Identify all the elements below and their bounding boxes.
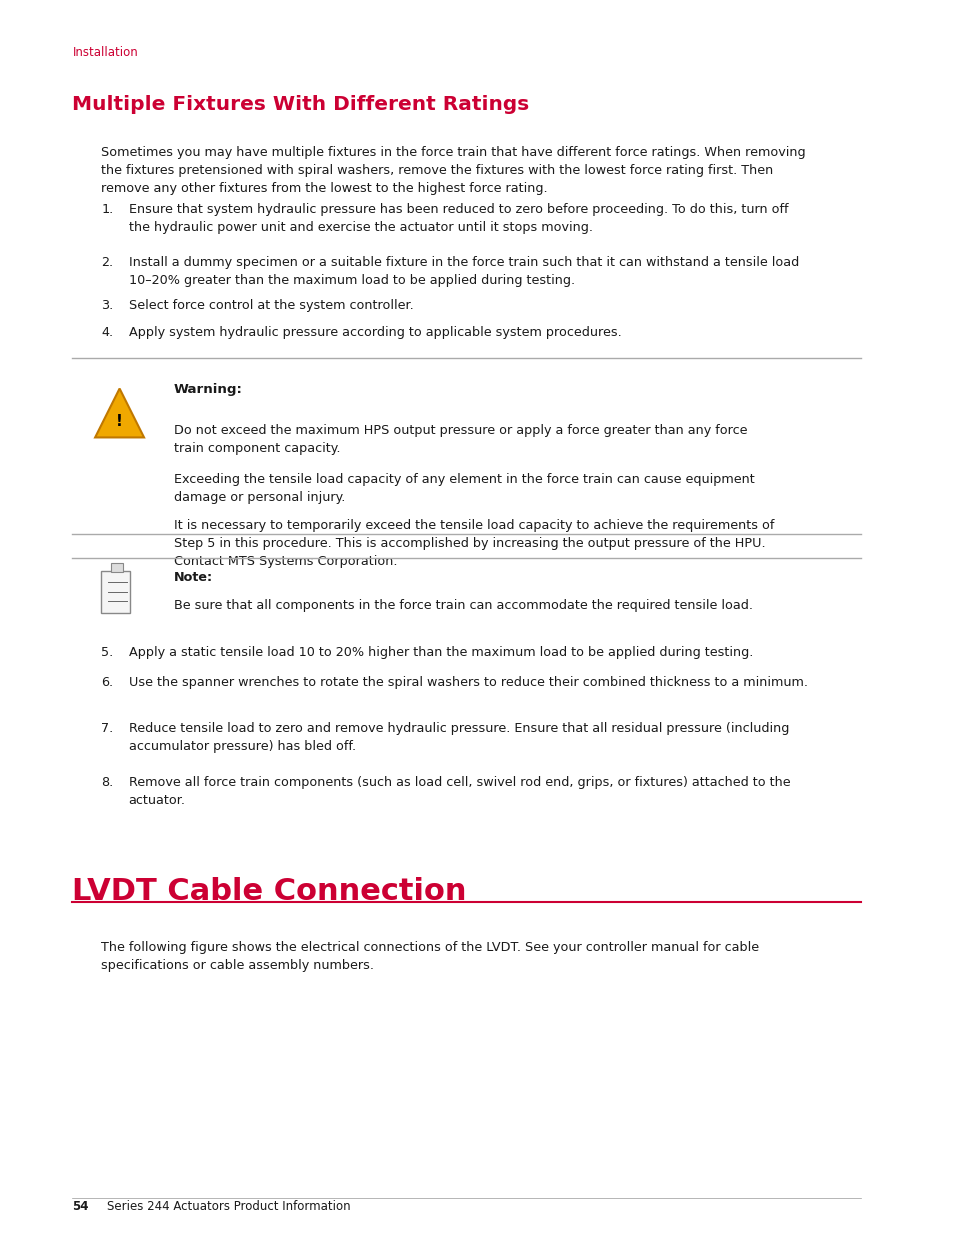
- Text: 5.: 5.: [101, 646, 113, 659]
- Text: 3.: 3.: [101, 299, 113, 312]
- Text: 7.: 7.: [101, 722, 113, 736]
- Text: The following figure shows the electrical connections of the LVDT. See your cont: The following figure shows the electrica…: [101, 941, 759, 972]
- Text: Select force control at the system controller.: Select force control at the system contr…: [129, 299, 413, 312]
- Text: Sometimes you may have multiple fixtures in the force train that have different : Sometimes you may have multiple fixtures…: [101, 146, 805, 195]
- Text: !: !: [116, 414, 123, 429]
- Text: Apply system hydraulic pressure according to applicable system procedures.: Apply system hydraulic pressure accordin…: [129, 326, 620, 340]
- Text: Apply a static tensile load 10 to 20% higher than the maximum load to be applied: Apply a static tensile load 10 to 20% hi…: [129, 646, 752, 659]
- Text: Warning:: Warning:: [173, 383, 243, 396]
- Text: Ensure that system hydraulic pressure has been reduced to zero before proceeding: Ensure that system hydraulic pressure ha…: [129, 203, 787, 233]
- Text: It is necessary to temporarily exceed the tensile load capacity to achieve the r: It is necessary to temporarily exceed th…: [173, 519, 774, 568]
- Text: Reduce tensile load to zero and remove hydraulic pressure. Ensure that all resid: Reduce tensile load to zero and remove h…: [129, 722, 788, 753]
- Text: Install a dummy specimen or a suitable fixture in the force train such that it c: Install a dummy specimen or a suitable f…: [129, 256, 798, 287]
- Text: 54: 54: [72, 1199, 89, 1213]
- Text: 4.: 4.: [101, 326, 113, 340]
- Text: Remove all force train components (such as load cell, swivel rod end, grips, or : Remove all force train components (such …: [129, 776, 789, 806]
- Text: Series 244 Actuators Product Information: Series 244 Actuators Product Information: [107, 1199, 350, 1213]
- Text: 1.: 1.: [101, 203, 113, 216]
- Text: Be sure that all components in the force train can accommodate the required tens: Be sure that all components in the force…: [173, 599, 752, 613]
- FancyBboxPatch shape: [111, 563, 123, 572]
- Polygon shape: [95, 389, 144, 437]
- Text: Note:: Note:: [173, 571, 213, 584]
- Text: 8.: 8.: [101, 776, 113, 789]
- FancyBboxPatch shape: [101, 571, 131, 613]
- Text: 6.: 6.: [101, 676, 113, 689]
- Text: Use the spanner wrenches to rotate the spiral washers to reduce their combined t: Use the spanner wrenches to rotate the s…: [129, 676, 807, 689]
- Text: Multiple Fixtures With Different Ratings: Multiple Fixtures With Different Ratings: [72, 95, 529, 114]
- Text: Do not exceed the maximum HPS output pressure or apply a force greater than any : Do not exceed the maximum HPS output pre…: [173, 424, 746, 454]
- Text: Installation: Installation: [72, 46, 138, 59]
- Text: LVDT Cable Connection: LVDT Cable Connection: [72, 877, 466, 905]
- Text: Exceeding the tensile load capacity of any element in the force train can cause : Exceeding the tensile load capacity of a…: [173, 473, 754, 504]
- Text: 2.: 2.: [101, 256, 113, 269]
